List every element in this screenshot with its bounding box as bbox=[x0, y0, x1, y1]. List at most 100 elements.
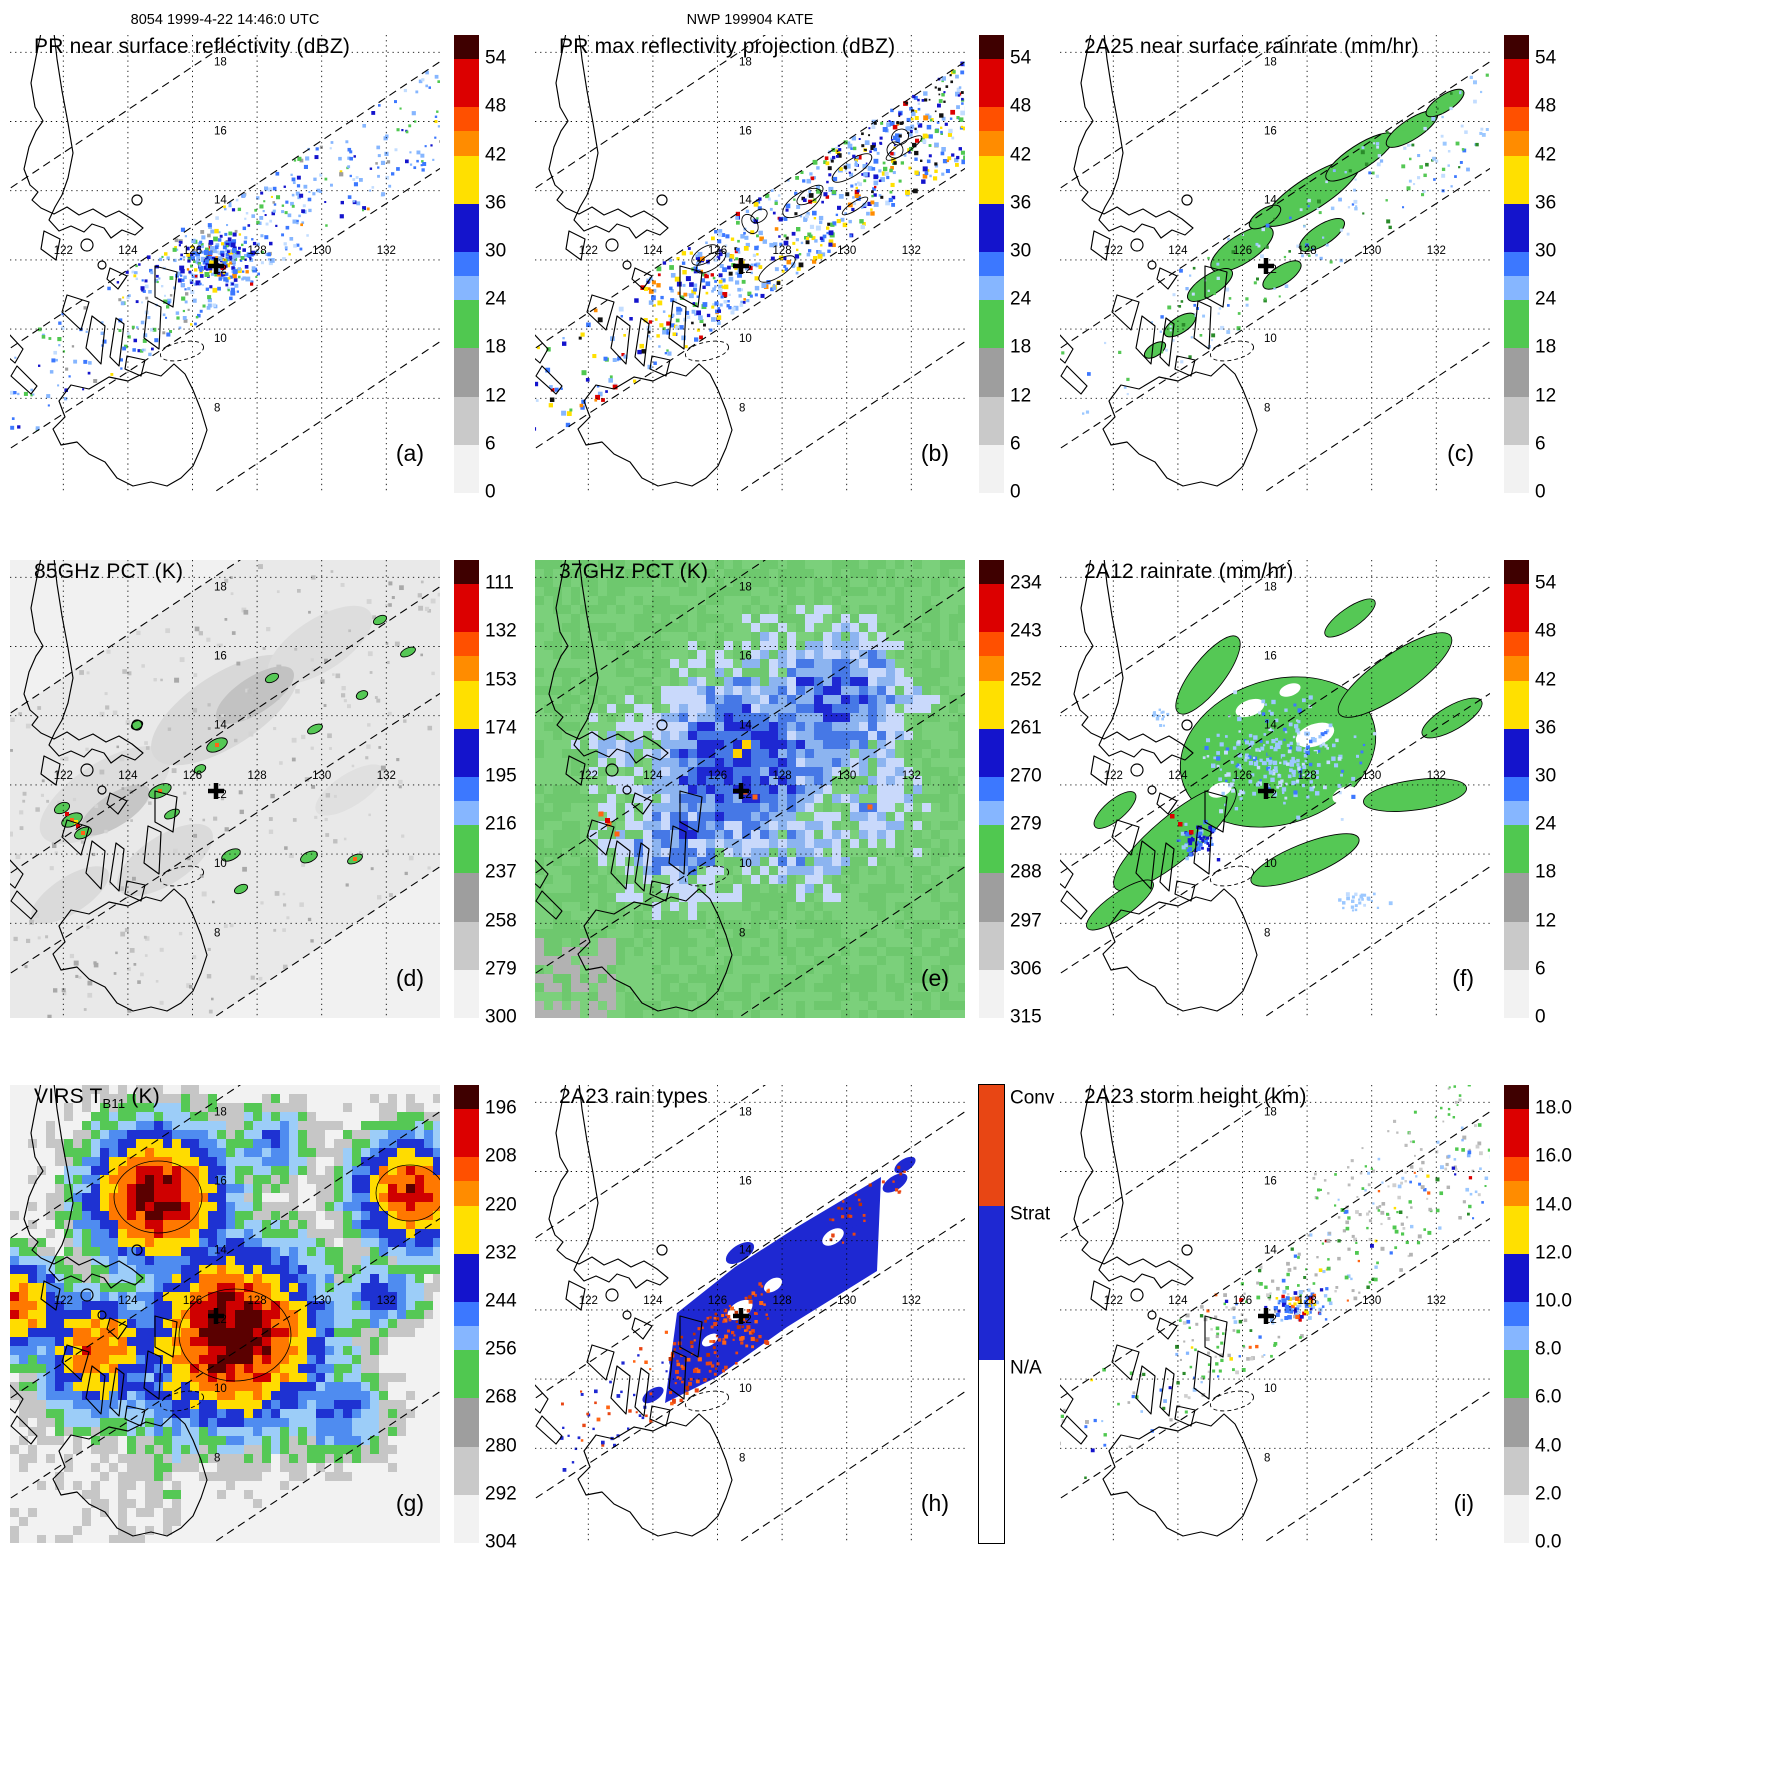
coastlines bbox=[10, 1085, 208, 1537]
svg-text:130: 130 bbox=[312, 245, 331, 257]
panel-letter: (b) bbox=[920, 440, 949, 466]
colorbar-tick: 232 bbox=[485, 1242, 517, 1264]
colorbar-tick: 196 bbox=[485, 1097, 517, 1119]
swath-edge-lines bbox=[535, 35, 965, 493]
svg-text:126: 126 bbox=[708, 245, 727, 257]
svg-text:130: 130 bbox=[837, 245, 856, 257]
colorbar-segment bbox=[1504, 276, 1529, 301]
colorbar-tick: 18 bbox=[1535, 861, 1557, 883]
colorbar-tick: 208 bbox=[485, 1145, 517, 1167]
colorbar-segment bbox=[454, 656, 479, 681]
colorbar-tick: 304 bbox=[485, 1531, 517, 1553]
colorbar-tick: 292 bbox=[485, 1483, 517, 1505]
colorbar-tick: 54 bbox=[485, 47, 507, 69]
colorbar-segment bbox=[1504, 1446, 1529, 1495]
colorbar-segment bbox=[1504, 396, 1529, 445]
colorbar-tick: 42 bbox=[485, 144, 507, 166]
storm-center-marker bbox=[733, 1308, 749, 1324]
colorbar-segment bbox=[979, 1206, 1004, 1360]
colorbar-segment bbox=[454, 969, 479, 1018]
swath-edge-lines bbox=[10, 35, 440, 493]
storm-center-marker bbox=[208, 783, 224, 799]
colorbar-tick-labels: 54 48 42 36 30 24 18 12 6 0 bbox=[1010, 35, 1094, 503]
data-layer bbox=[1060, 1085, 1490, 1480]
svg-text:16: 16 bbox=[214, 651, 227, 663]
colorbar-segment bbox=[454, 680, 479, 729]
colorbar-segment bbox=[1504, 1326, 1529, 1351]
colorbar-tick: 24 bbox=[1535, 288, 1557, 310]
coastlines bbox=[10, 35, 208, 487]
colorbar-tick: 10.0 bbox=[1535, 1290, 1572, 1312]
svg-text:14: 14 bbox=[739, 195, 752, 207]
colorbar-segment bbox=[1504, 969, 1529, 1018]
svg-text:10: 10 bbox=[739, 858, 752, 870]
colorbar-tick: 6 bbox=[1010, 433, 1021, 455]
panel-letter: (c) bbox=[1447, 440, 1474, 466]
panel-letter: (i) bbox=[1453, 1490, 1474, 1516]
colorbar-tick: 36 bbox=[485, 192, 507, 214]
colorbar-segment bbox=[1504, 632, 1529, 657]
svg-text:128: 128 bbox=[1298, 245, 1317, 257]
colorbar-segment bbox=[979, 348, 1004, 397]
colorbar-tick: 54 bbox=[1010, 47, 1032, 69]
swath-edge-lines bbox=[535, 560, 965, 1018]
colorbar-tick-labels: 111 132 153 174 195 216 237 258 279 300 bbox=[485, 560, 569, 1028]
panel-title: 2A12 rainrate (mm/hr) bbox=[1084, 560, 1294, 583]
colorbar-segment bbox=[454, 825, 479, 874]
colorbar-segment bbox=[454, 776, 479, 802]
svg-text:132: 132 bbox=[902, 245, 921, 257]
svg-text:126: 126 bbox=[183, 245, 202, 257]
colorbar-tick: 24 bbox=[485, 288, 507, 310]
colorbar-segment bbox=[454, 1205, 479, 1254]
colorbar-segment bbox=[454, 1326, 479, 1351]
storm-name-header: NWP 199904 KATE bbox=[686, 12, 814, 28]
colorbar-tick: 54 bbox=[1535, 47, 1557, 69]
svg-text:8: 8 bbox=[214, 402, 220, 414]
colorbar-tick: 42 bbox=[1535, 144, 1557, 166]
svg-text:8: 8 bbox=[739, 402, 745, 414]
svg-text:130: 130 bbox=[837, 770, 856, 782]
colorbar-segment bbox=[1504, 300, 1529, 349]
colorbar-tick: 256 bbox=[485, 1338, 517, 1360]
svg-text:132: 132 bbox=[902, 770, 921, 782]
svg-text:132: 132 bbox=[1427, 245, 1446, 257]
colorbar-segment bbox=[979, 131, 1004, 156]
colorbar-segment bbox=[1504, 155, 1529, 204]
map-panel-a: 122 124 126 128 130 132 18 16 14 12 10 8 PR near su… bbox=[10, 35, 570, 507]
svg-text:18: 18 bbox=[214, 56, 227, 68]
colorbar-tick: 42 bbox=[1010, 144, 1032, 166]
colorbar-segment bbox=[454, 348, 479, 397]
colorbar-tick: 48 bbox=[485, 95, 507, 117]
colorbar-segment bbox=[979, 396, 1004, 445]
coastlines bbox=[535, 560, 733, 1012]
svg-text:16: 16 bbox=[1264, 126, 1277, 138]
colorbar-segment bbox=[454, 251, 479, 277]
svg-text:18: 18 bbox=[1264, 56, 1277, 68]
svg-text:126: 126 bbox=[708, 770, 727, 782]
colorbar-segment bbox=[1504, 680, 1529, 729]
panel-title: PR max reflectivity projection (dBZ) bbox=[559, 35, 896, 58]
colorbar-segment bbox=[979, 873, 1004, 922]
colorbar-label: Conv bbox=[1010, 1087, 1055, 1109]
svg-text:130: 130 bbox=[312, 770, 331, 782]
colorbar-tick: 288 bbox=[1010, 861, 1042, 883]
colorbar-tick: 279 bbox=[1010, 813, 1042, 835]
svg-text:124: 124 bbox=[118, 245, 138, 257]
svg-text:16: 16 bbox=[739, 126, 752, 138]
colorbar-tick: 6 bbox=[1535, 433, 1546, 455]
panel-title: VIRS TB11 (K) bbox=[34, 1085, 160, 1112]
map-panel-i: 122 124 126 128 130 132 18 16 14 12 10 8 2A23 storm… bbox=[1060, 1085, 1620, 1557]
colorbar-tick: 252 bbox=[1010, 669, 1042, 691]
storm-center-marker bbox=[1258, 1308, 1274, 1324]
colorbar-segment bbox=[1504, 251, 1529, 277]
swath-edge-lines bbox=[1060, 35, 1490, 493]
svg-text:130: 130 bbox=[1362, 245, 1381, 257]
svg-text:16: 16 bbox=[214, 126, 227, 138]
swath-edge-lines bbox=[535, 1085, 965, 1543]
svg-text:128: 128 bbox=[773, 245, 792, 257]
svg-text:14: 14 bbox=[214, 195, 227, 207]
data-layer bbox=[10, 70, 440, 431]
panel-title: PR near surface reflectivity (dBZ) bbox=[34, 35, 351, 58]
